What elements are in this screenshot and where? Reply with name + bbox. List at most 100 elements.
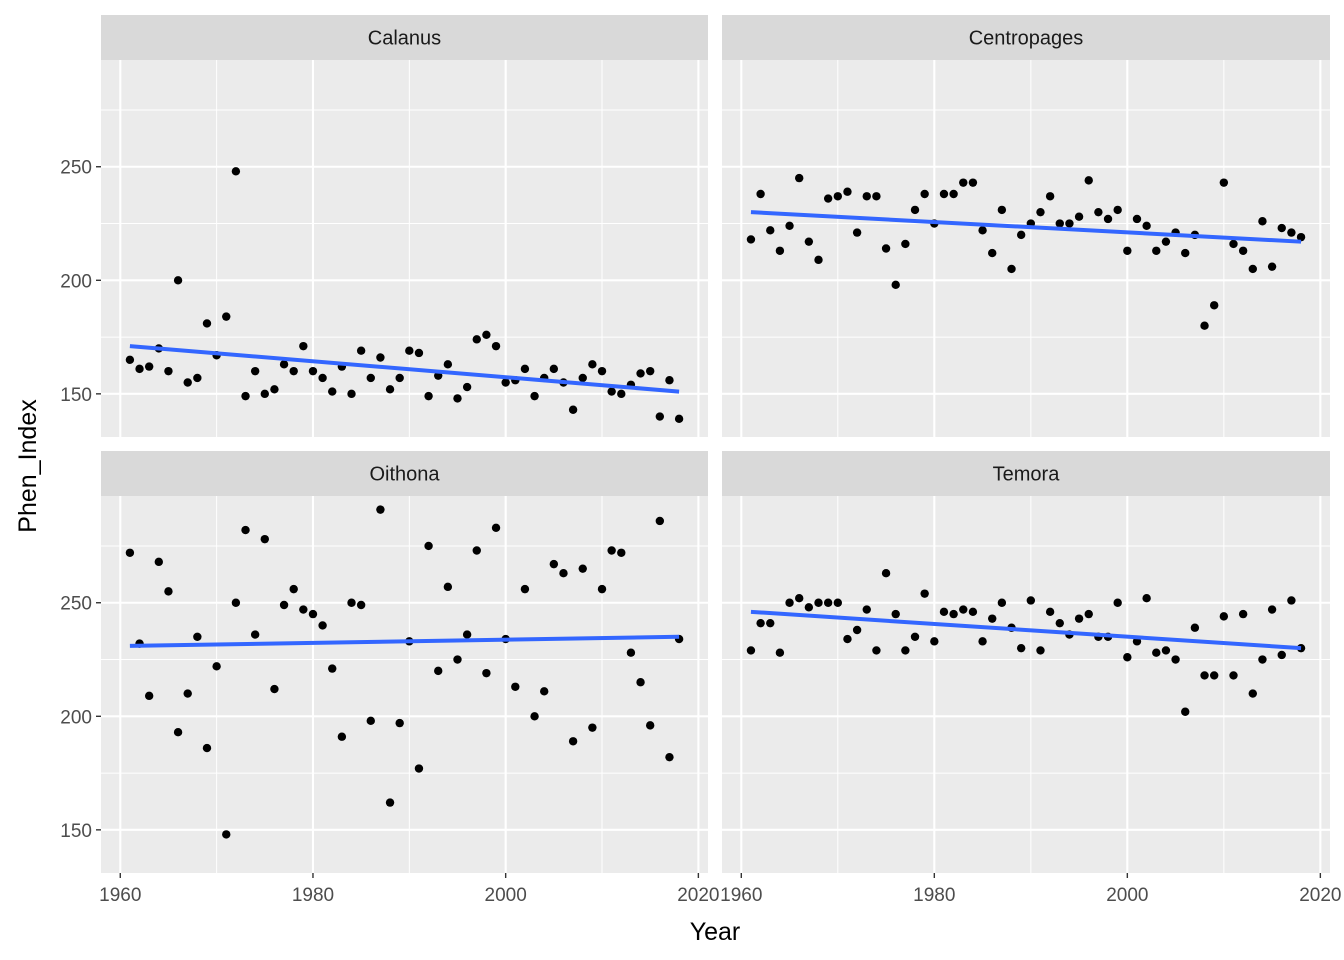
data-point <box>183 378 192 387</box>
data-point <box>578 564 587 573</box>
data-point <box>328 664 337 673</box>
data-point <box>250 366 260 376</box>
data-point <box>1161 237 1171 246</box>
data-point <box>568 405 578 414</box>
data-point <box>125 355 135 364</box>
data-point <box>1152 246 1161 255</box>
data-point <box>376 505 385 514</box>
data-point <box>997 598 1007 607</box>
data-point <box>588 723 597 732</box>
data-point <box>785 221 794 230</box>
data-point <box>318 621 327 630</box>
data-point <box>766 618 775 628</box>
data-point <box>212 662 221 671</box>
data-point <box>260 534 269 544</box>
data-point <box>482 668 491 678</box>
data-point <box>1007 264 1016 274</box>
data-point <box>920 589 929 598</box>
data-point <box>279 600 289 610</box>
data-point <box>202 743 212 753</box>
data-point <box>395 718 404 728</box>
data-point <box>988 248 997 258</box>
data-point <box>814 255 823 265</box>
data-point <box>414 348 424 358</box>
facet-strip <box>101 451 708 496</box>
data-point <box>823 598 833 607</box>
data-point <box>453 394 462 403</box>
data-point <box>1229 239 1238 249</box>
data-point <box>775 246 785 255</box>
data-point <box>1142 593 1151 603</box>
data-point <box>424 541 433 551</box>
data-point <box>1258 655 1267 664</box>
data-point <box>462 382 472 392</box>
data-point <box>1209 671 1219 680</box>
data-point <box>1123 246 1132 255</box>
data-point <box>862 605 871 614</box>
data-point <box>1296 232 1306 242</box>
trend-line <box>750 609 1302 651</box>
data-point <box>453 655 462 664</box>
data-point <box>804 237 814 246</box>
data-point <box>549 364 559 374</box>
facet-temora: Temora <box>722 451 1330 873</box>
data-point <box>1065 219 1074 228</box>
data-point <box>1277 223 1286 233</box>
data-point <box>795 173 804 183</box>
data-point <box>617 389 626 399</box>
facet-strip <box>722 15 1330 60</box>
data-point <box>891 609 900 619</box>
data-point <box>347 389 356 399</box>
data-point <box>472 335 481 344</box>
data-point <box>385 385 395 394</box>
x-tick-label: 1960 <box>99 885 141 906</box>
data-point <box>279 360 289 369</box>
data-point <box>775 648 785 657</box>
trend-line <box>129 634 680 648</box>
data-point <box>1132 214 1142 224</box>
facet-oithona: Oithona <box>101 451 708 873</box>
data-point <box>881 569 891 578</box>
data-point <box>1055 618 1064 628</box>
facet-strip <box>722 451 1330 496</box>
data-point <box>665 376 674 385</box>
data-point <box>1161 646 1171 655</box>
data-point <box>1267 605 1277 614</box>
data-point <box>959 605 968 614</box>
data-point <box>1036 207 1045 217</box>
data-point <box>645 721 655 730</box>
data-point <box>607 546 616 555</box>
data-point <box>968 607 978 617</box>
data-point <box>1248 689 1257 698</box>
facet-calanus: Calanus <box>101 15 708 437</box>
trend-line <box>129 344 680 394</box>
data-point <box>299 605 308 614</box>
data-point <box>843 187 852 196</box>
data-point <box>1287 228 1296 237</box>
data-point <box>144 362 154 371</box>
data-point <box>443 360 453 369</box>
data-point <box>1200 321 1209 330</box>
data-point <box>597 584 607 594</box>
data-point <box>756 189 765 199</box>
data-point <box>920 189 929 199</box>
data-point <box>434 666 443 676</box>
data-point <box>978 226 987 235</box>
facet-strip-label: Oithona <box>369 464 440 486</box>
data-point <box>1123 653 1132 662</box>
x-tick-label: 1960 <box>720 885 762 906</box>
data-point <box>597 366 607 376</box>
data-point <box>843 634 852 644</box>
data-point <box>785 598 794 607</box>
data-point <box>901 646 910 655</box>
data-point <box>337 732 347 741</box>
x-tick-label: 2000 <box>485 885 527 906</box>
data-point <box>183 689 192 698</box>
data-point <box>746 646 756 655</box>
data-point <box>674 414 684 424</box>
data-point <box>356 600 366 610</box>
x-axis-title: Year <box>690 918 741 946</box>
data-point <box>636 678 645 687</box>
data-point <box>814 598 823 607</box>
